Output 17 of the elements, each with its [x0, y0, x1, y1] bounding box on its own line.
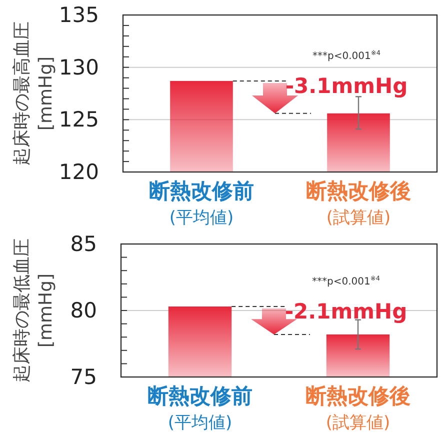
x-tick-label: 断熱改修前 (平均値): [148, 384, 252, 433]
annotation: -3.1mmHg: [285, 74, 408, 98]
x-tick-label: 断熱改修後 (試算値): [306, 179, 411, 228]
y-axis-title: 起床時の最高血圧 [mmHg]: [12, 22, 56, 166]
x-tick-label: 断熱改修後 (試算値): [306, 384, 410, 433]
annotation: -2.1mmHg: [284, 300, 408, 324]
y-tick-label: 135: [58, 3, 99, 27]
y-tick-label: 75: [70, 365, 97, 389]
annotation: ***p<0.001$^{※4}$: [312, 274, 380, 288]
x-tick-label: 断熱改修前 (平均値): [149, 179, 254, 228]
y-tick-label: 120: [58, 160, 99, 184]
y-tick-label: 80: [70, 298, 97, 322]
annotation: ***p<0.001$^{※4}$: [312, 48, 380, 62]
y-tick-label: 85: [70, 232, 97, 256]
y-tick-label: 130: [58, 55, 99, 80]
y-axis-title: 起床時の最低血圧 [mmHg]: [12, 238, 56, 382]
y-tick-label: 125: [58, 108, 99, 132]
